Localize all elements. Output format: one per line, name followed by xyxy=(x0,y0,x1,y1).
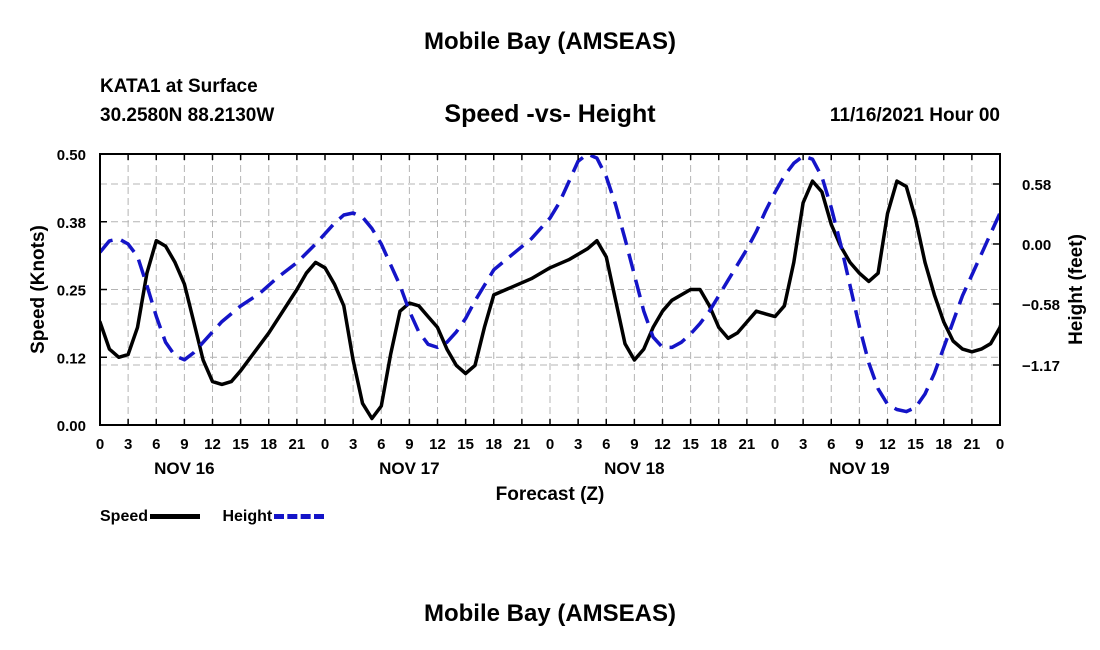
plot-frame xyxy=(99,153,1001,426)
footer-title: Mobile Bay (AMSEAS) xyxy=(423,600,677,627)
legend-speed: Speed xyxy=(100,508,201,526)
legend: Speed Height xyxy=(100,508,342,526)
day-label: NOV 19 xyxy=(829,459,889,478)
x-tick-label: 21 xyxy=(514,436,531,453)
x-tick-label: 3 xyxy=(799,436,807,453)
y-left-tick-label: 0.00 xyxy=(57,418,86,435)
y-left-tick-label: 0.12 xyxy=(57,350,86,367)
y-left-axis-title: Speed (Knots) xyxy=(28,225,49,354)
legend-speed-swatch xyxy=(150,514,201,520)
y-right-tick-label: −1.17 xyxy=(1022,358,1060,375)
x-tick-label: 21 xyxy=(964,436,981,453)
x-tick-label: 3 xyxy=(349,436,357,453)
x-tick-label: 12 xyxy=(879,436,896,453)
x-tick-label: 0 xyxy=(96,436,104,453)
legend-speed-label: Speed xyxy=(100,508,149,525)
x-tick-label: 9 xyxy=(180,436,188,453)
x-tick-label: 6 xyxy=(377,436,385,453)
station-coordinates: 30.2580N 88.2130W xyxy=(100,105,275,126)
x-tick-label: 15 xyxy=(682,436,699,453)
x-tick-label: 18 xyxy=(935,436,952,453)
x-tick-label: 18 xyxy=(485,436,502,453)
x-tick-label: 15 xyxy=(232,436,249,453)
grid xyxy=(100,154,1000,425)
x-tick-label: 18 xyxy=(710,436,727,453)
axis-labels: 0 3 6 9 12 15 18 21 0 3 6 9 12 15 18 21 0 3 6 9 12 15 18 21 0 3 6 9… xyxy=(28,147,1087,505)
x-tick-label: 21 xyxy=(739,436,756,453)
y-right-tick-label: 0.00 xyxy=(1022,237,1051,254)
plot-border xyxy=(99,153,1001,426)
issued-time: 11/16/2021 Hour 00 xyxy=(829,105,1000,126)
y-left-tick-label: 0.25 xyxy=(57,283,86,300)
day-label: NOV 16 xyxy=(154,459,214,478)
x-tick-label: 0 xyxy=(996,436,1004,453)
x-tick-label: 15 xyxy=(457,436,474,453)
legend-height-label: Height xyxy=(222,508,273,525)
series-speed-line xyxy=(100,179,1000,421)
x-tick-label: 18 xyxy=(260,436,277,453)
day-label: NOV 18 xyxy=(604,459,664,478)
series-height-line xyxy=(100,154,1000,414)
y-right-axis-title: Height (feet) xyxy=(1066,234,1087,345)
chart-title: Mobile Bay (AMSEAS) xyxy=(423,28,677,55)
y-left-tick-label: 0.50 xyxy=(57,147,86,164)
y-right-tick-label: −0.58 xyxy=(1022,297,1060,314)
x-tick-label: 9 xyxy=(855,436,863,453)
legend-height-swatch xyxy=(274,514,325,520)
y-right-tick-label: 0.58 xyxy=(1022,177,1051,194)
x-tick-label: 6 xyxy=(827,436,835,453)
y-left-tick-label: 0.38 xyxy=(57,215,86,232)
x-tick-label: 15 xyxy=(907,436,924,453)
legend-height: Height xyxy=(222,508,325,526)
x-tick-label: 0 xyxy=(771,436,779,453)
x-tick-label: 9 xyxy=(405,436,413,453)
x-tick-label: 12 xyxy=(204,436,221,453)
x-tick-label: 0 xyxy=(321,436,329,453)
x-tick-label: 6 xyxy=(152,436,160,453)
day-label: NOV 17 xyxy=(379,459,439,478)
x-axis-title: Forecast (Z) xyxy=(496,484,605,505)
x-tick-label: 6 xyxy=(602,436,610,453)
x-tick-label: 3 xyxy=(124,436,132,453)
x-tick-label: 12 xyxy=(654,436,671,453)
station-name: KATA1 at Surface xyxy=(100,76,258,97)
x-tick-label: 0 xyxy=(546,436,554,453)
x-tick-label: 9 xyxy=(630,436,638,453)
x-tick-label: 3 xyxy=(574,436,582,453)
x-tick-label: 21 xyxy=(289,436,306,453)
series-group xyxy=(100,154,1000,421)
x-tick-label: 12 xyxy=(429,436,446,453)
chart-subtitle: Speed -vs- Height xyxy=(444,100,656,128)
